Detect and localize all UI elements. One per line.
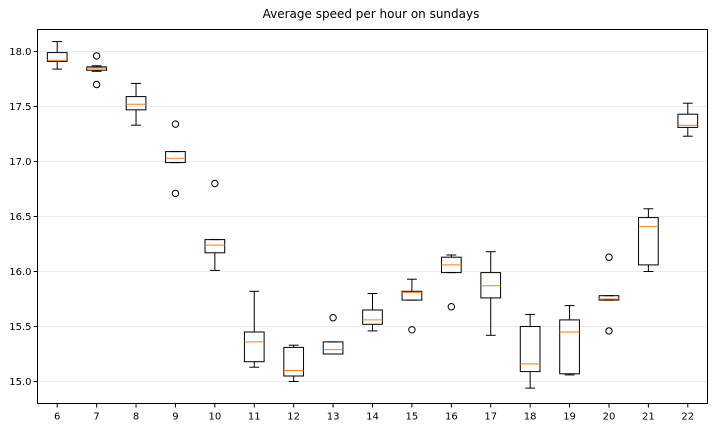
box-hour-18 <box>519 313 541 389</box>
box-hour-8 <box>125 82 147 126</box>
outlier-point <box>211 179 219 188</box>
box-hour-12 <box>283 344 305 382</box>
x-tick-label: 13 <box>327 412 340 423</box>
outlier-point <box>92 52 101 60</box>
x-tick-label: 10 <box>208 412 221 423</box>
outlier-point <box>605 253 613 261</box>
y-axis-ticks: 15.0 15.5 16.0 16.5 17.0 17.5 18.0 <box>9 47 38 388</box>
x-tick-label: 14 <box>366 412 379 423</box>
box-hour-11 <box>243 290 265 368</box>
outlier-point <box>447 303 456 311</box>
y-tick-label: 16.0 <box>9 267 31 278</box>
y-tick-label: 16.5 <box>9 212 31 223</box>
box-hour-14 <box>362 293 383 332</box>
box-hour-7 <box>86 52 107 89</box>
outlier-point <box>329 314 337 322</box>
outlier-point <box>92 80 101 89</box>
iqr-box <box>165 151 186 164</box>
y-tick-label: 18.0 <box>9 47 31 58</box>
iqr-box <box>480 272 502 299</box>
x-tick-label: 18 <box>524 412 537 423</box>
box-hour-16 <box>440 254 462 311</box>
iqr-box <box>322 341 344 355</box>
x-tick-label: 12 <box>287 412 300 423</box>
x-tick-label: 16 <box>445 412 458 423</box>
box-hour-19 <box>559 305 580 376</box>
x-tick-label: 6 <box>54 412 60 423</box>
iqr-box <box>362 309 383 325</box>
iqr-box <box>46 52 68 62</box>
iqr-box <box>638 217 659 266</box>
box-hour-22 <box>677 102 699 137</box>
x-tick-label: 20 <box>603 412 616 423</box>
iqr-box <box>125 96 147 111</box>
box-hour-15 <box>401 278 423 334</box>
iqr-box <box>677 113 699 128</box>
iqr-box <box>243 331 265 363</box>
chart-title: Average speed per hour on sundays <box>263 7 480 21</box>
iqr-box <box>86 66 107 71</box>
box-hour-13 <box>322 314 344 355</box>
x-tick-label: 7 <box>93 412 99 423</box>
box-hour-6 <box>46 41 68 70</box>
box-hour-21 <box>638 208 659 272</box>
outlier-point <box>605 327 613 335</box>
box-hour-17 <box>480 251 502 336</box>
iqr-box <box>401 290 423 301</box>
y-tick-label: 17.5 <box>9 102 31 113</box>
x-tick-label: 11 <box>248 412 261 423</box>
boxes-layer <box>46 41 699 389</box>
x-tick-label: 19 <box>563 412 576 423</box>
iqr-box <box>204 239 226 254</box>
box-hour-10 <box>204 179 226 271</box>
outlier-point <box>171 120 180 128</box>
box-hour-9 <box>165 120 186 198</box>
box-hour-20 <box>598 253 620 335</box>
x-axis-ticks: 6 7 8 9 10 11 12 13 14 15 16 17 18 19 20 21 22 <box>54 403 694 423</box>
iqr-box <box>283 346 305 377</box>
iqr-box <box>519 326 541 373</box>
x-tick-label: 9 <box>172 412 178 423</box>
y-tick-label: 15.5 <box>9 322 31 333</box>
x-tick-label: 21 <box>642 412 655 423</box>
y-tick-label: 15.0 <box>9 377 31 388</box>
outlier-point <box>171 189 180 198</box>
x-tick-label: 15 <box>406 412 419 423</box>
iqr-box <box>598 295 620 301</box>
y-tick-label: 17.0 <box>9 157 31 168</box>
iqr-box <box>559 319 580 375</box>
grid-lines <box>37 51 708 382</box>
x-tick-label: 22 <box>681 412 694 423</box>
outlier-point <box>408 326 416 334</box>
x-tick-label: 8 <box>133 412 139 423</box>
x-tick-label: 17 <box>484 412 497 423</box>
